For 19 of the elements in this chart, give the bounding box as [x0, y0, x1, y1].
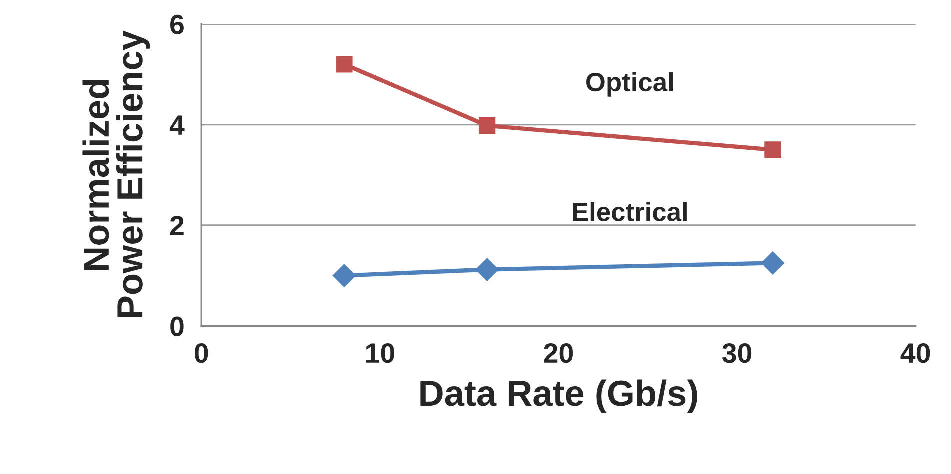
- series-label: Optical: [586, 72, 673, 97]
- y-tick-label: 2: [170, 216, 184, 236]
- point: [336, 56, 353, 73]
- point: [761, 252, 784, 275]
- y-tick-label: 4: [170, 116, 185, 135]
- point: [476, 258, 499, 282]
- x-axis-title: Data Rate (Gb/s): [420, 380, 698, 414]
- point: [332, 264, 356, 288]
- point: [478, 117, 496, 134]
- point: [764, 142, 782, 158]
- x-tick-label: 40: [900, 344, 930, 364]
- y-tick-label: 6: [170, 14, 184, 35]
- y-axis-title: Normalized Power Efficiency: [82, 30, 150, 318]
- y-tick-label: 0: [170, 316, 184, 336]
- x-tick-label: 30: [722, 344, 752, 364]
- x-tick-label: 10: [366, 344, 394, 364]
- x-tick-label: 20: [544, 344, 574, 364]
- series-label: Electrical: [573, 202, 687, 222]
- x-tick-label: 0: [194, 344, 208, 364]
